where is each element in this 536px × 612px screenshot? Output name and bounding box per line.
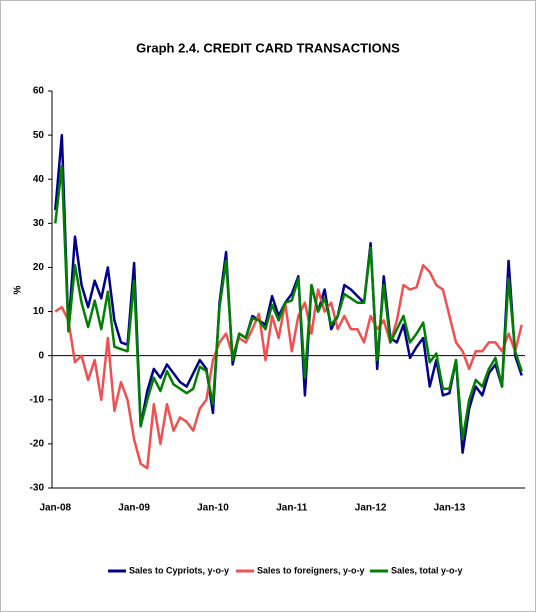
y-tick-label: 10 <box>33 306 45 317</box>
x-tick-label: Jan-13 <box>434 503 466 514</box>
y-tick-label: 40 <box>33 174 45 185</box>
x-tick-label: Jan-09 <box>118 503 150 514</box>
y-tick-label: 60 <box>33 86 45 97</box>
y-axis-label: % <box>13 285 24 294</box>
chart-title: Graph 2.4. CREDIT CARD TRANSACTIONS <box>136 40 400 55</box>
legend-label: Sales to Cypriots, y-o-y <box>129 565 229 575</box>
y-tick-label: -30 <box>30 483 45 494</box>
y-tick-label: 30 <box>33 218 45 229</box>
y-tick-label: -10 <box>30 394 45 405</box>
series-line <box>54 263 523 470</box>
y-tick-label: 20 <box>33 262 45 273</box>
x-tick-label: Jan-12 <box>355 503 387 514</box>
legend-label: Sales to foreigners, y-o-y <box>257 565 365 575</box>
legend-label: Sales, total y-o-y <box>391 565 463 575</box>
series-line <box>54 164 523 441</box>
y-tick-label: -20 <box>30 439 45 450</box>
y-tick-label: 0 <box>38 350 44 361</box>
x-tick-label: Jan-08 <box>39 503 71 514</box>
x-tick-label: Jan-10 <box>197 503 229 514</box>
x-tick-label: Jan-11 <box>276 503 308 514</box>
y-tick-label: 50 <box>33 130 45 141</box>
series-line <box>54 133 523 454</box>
